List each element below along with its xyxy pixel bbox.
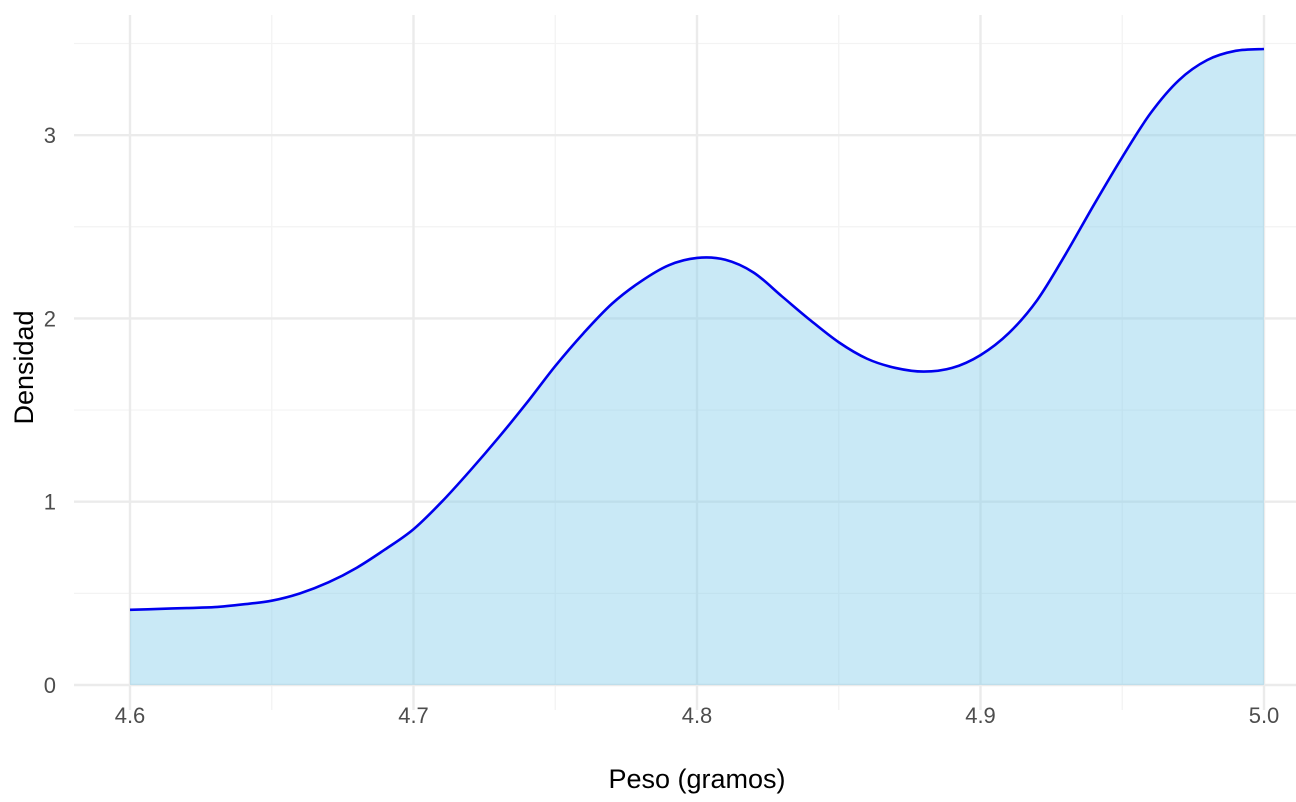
y-tick-label: 1 xyxy=(44,490,56,515)
x-tick-label: 4.7 xyxy=(398,703,429,728)
x-tick-label: 4.8 xyxy=(682,703,713,728)
y-tick-label: 3 xyxy=(44,123,56,148)
y-axis-title: Densidad xyxy=(9,310,39,424)
x-tick-label: 4.6 xyxy=(115,703,146,728)
x-tick-label: 5.0 xyxy=(1249,703,1280,728)
major-grid xyxy=(74,15,1296,710)
density-line xyxy=(129,47,1265,612)
x-tick-label: 4.9 xyxy=(965,703,996,728)
x-tick-labels: 4.6 4.7 4.8 4.9 5.0 xyxy=(115,703,1280,728)
x-axis-title: Peso (gramos) xyxy=(608,764,785,794)
density-area xyxy=(130,49,1264,685)
y-tick-label: 2 xyxy=(44,306,56,331)
y-tick-label: 0 xyxy=(44,673,56,698)
minor-grid xyxy=(74,15,1296,710)
y-tick-labels: 0 1 2 3 xyxy=(44,123,56,698)
